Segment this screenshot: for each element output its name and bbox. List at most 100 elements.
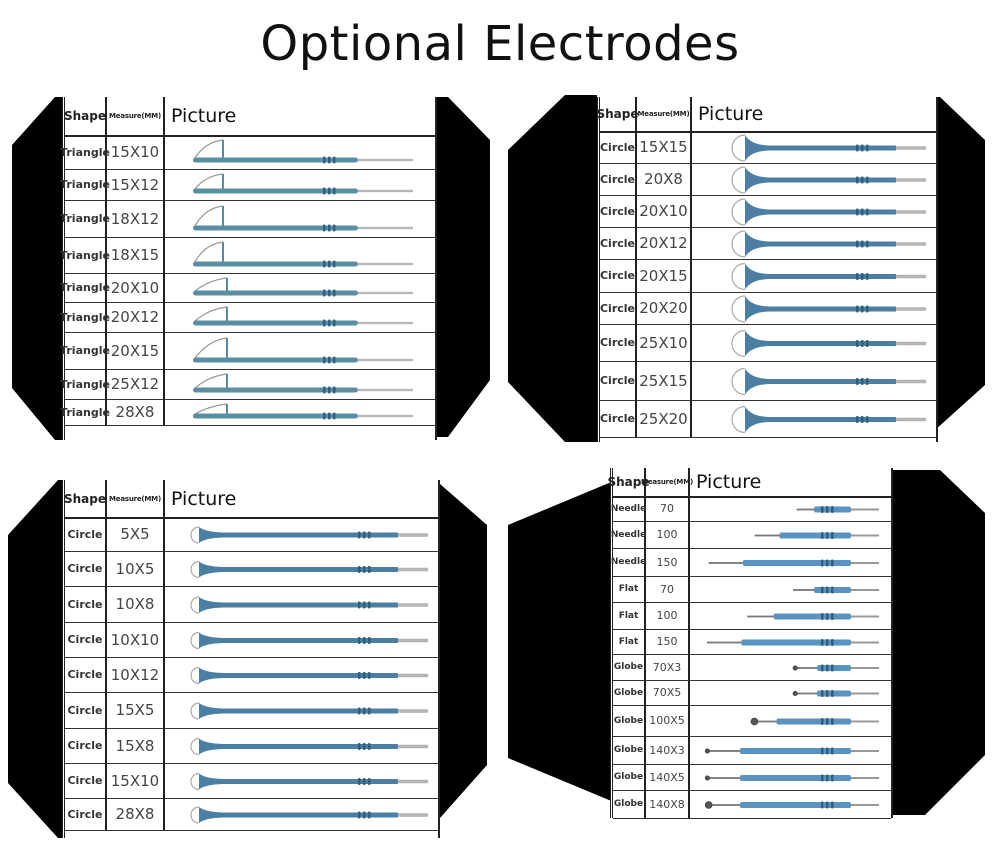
measure-cell: 140X5 xyxy=(646,764,690,790)
shape-cell: Triangle xyxy=(60,399,110,425)
circle-loop-electrode-icon xyxy=(165,622,434,657)
triangle-loop-electrode-icon xyxy=(165,135,431,169)
measure-cell: 70 xyxy=(646,496,690,521)
needle-flat-globe-electrodes-table: Shape Measure(MM) Picture Needle 70 Need… xyxy=(608,468,893,819)
header-measure: Measure(MM) xyxy=(107,480,165,517)
shape-cell: Globe xyxy=(613,680,646,705)
circle-loop-electrode-icon xyxy=(692,400,932,437)
circle-small-electrodes-table: Shape Measure(MM) Picture Circle 5X5 Cir… xyxy=(62,480,440,838)
measure-cell: 20X12 xyxy=(637,227,692,259)
header-picture: Picture xyxy=(171,105,237,127)
table-row: Circle 15X15 xyxy=(600,131,936,164)
needle-electrode-icon xyxy=(690,521,887,548)
measure-cell: 10X12 xyxy=(107,657,165,692)
table-row: Triangle 20X12 xyxy=(60,302,435,333)
measure-cell: 20X10 xyxy=(107,273,165,302)
header-measure: Measure(MM) xyxy=(641,468,693,496)
picture-cell xyxy=(165,169,435,200)
circle-loop-electrode-icon xyxy=(165,798,434,830)
flat-blade-electrode-icon xyxy=(690,602,887,629)
needle-electrode-icon xyxy=(690,548,887,576)
table-row: Flat 150 xyxy=(613,629,891,655)
shape-cell: Circle xyxy=(65,551,107,586)
picture-cell xyxy=(690,521,891,548)
triangle-loop-electrode-icon xyxy=(165,302,431,332)
shape-cell: Flat xyxy=(613,576,646,602)
picture-cell xyxy=(165,200,435,237)
shape-cell: Triangle xyxy=(60,273,110,302)
circle-loop-electrode-icon xyxy=(165,728,434,763)
picture-cell xyxy=(165,237,435,273)
measure-cell: 15X8 xyxy=(107,728,165,763)
picture-cell xyxy=(690,602,891,629)
triangle-loop-electrode-icon xyxy=(165,200,431,237)
shape-cell: Circle xyxy=(600,163,637,195)
table-row: Circle 5X5 xyxy=(65,517,438,552)
table-row: Needle 70 xyxy=(611,496,891,522)
table-row: Triangle 20X10 xyxy=(60,273,435,303)
header-shape: Shape xyxy=(64,97,107,135)
table-row: Triangle 15X10 xyxy=(60,135,435,170)
measure-cell: 15X10 xyxy=(107,763,165,798)
shape-cell: Triangle xyxy=(60,135,110,169)
picture-cell xyxy=(690,629,891,654)
shape-cell: Needle xyxy=(611,521,646,548)
table-row: Globe 70X3 xyxy=(613,654,891,681)
measure-cell: 100 xyxy=(646,521,690,548)
shape-cell: Flat xyxy=(613,602,646,629)
header-shape: Shape xyxy=(608,468,650,496)
globe-ball-electrode-icon xyxy=(690,654,887,680)
shape-cell: Circle xyxy=(65,657,107,692)
shape-cell: Circle xyxy=(600,361,637,400)
table-row: Globe 100X5 xyxy=(613,705,891,737)
globe-ball-electrode-icon xyxy=(690,764,887,790)
circle-loop-electrode-icon xyxy=(692,292,932,324)
measure-cell: 100 xyxy=(646,602,690,629)
picture-cell xyxy=(165,302,435,332)
shape-cell: Globe xyxy=(613,736,646,764)
measure-cell: 20X12 xyxy=(107,302,165,332)
picture-cell xyxy=(692,324,936,361)
shape-cell: Triangle xyxy=(60,237,110,273)
measure-cell: 20X8 xyxy=(637,163,692,195)
table-header: Shape Measure(MM) Picture xyxy=(64,480,438,519)
header-shape: Shape xyxy=(597,97,639,131)
shape-cell: Globe xyxy=(613,705,646,736)
measure-cell: 25X20 xyxy=(637,400,692,437)
circle-loop-electrode-icon xyxy=(165,692,434,728)
triangle-loop-electrode-icon xyxy=(165,369,431,399)
picture-cell xyxy=(165,369,435,399)
picture-cell xyxy=(692,292,936,324)
measure-cell: 15X10 xyxy=(107,135,165,169)
picture-cell xyxy=(692,361,936,400)
measure-cell: 100X5 xyxy=(646,705,690,736)
table-row: Circle 20X8 xyxy=(600,163,936,196)
measure-cell: 28X8 xyxy=(107,798,165,830)
triangle-electrodes-table: Shape Measure(MM) Picture Triangle 15X10… xyxy=(60,97,437,440)
header-picture: Picture xyxy=(171,487,237,510)
table-row: Flat 100 xyxy=(613,602,891,630)
picture-cell xyxy=(690,548,891,576)
measure-cell: 25X12 xyxy=(107,369,165,399)
shape-cell: Triangle xyxy=(60,369,110,399)
circle-loop-electrode-icon xyxy=(692,195,932,227)
table-header: Shape Measure(MM) Picture xyxy=(64,97,435,137)
shape-cell: Circle xyxy=(600,195,637,227)
picture-cell xyxy=(165,657,438,692)
shape-cell: Circle xyxy=(600,400,637,437)
measure-cell: 20X15 xyxy=(637,259,692,292)
table-row: Globe 140X3 xyxy=(613,736,891,765)
measure-cell: 150 xyxy=(646,629,690,654)
shape-cell: Globe xyxy=(613,764,646,790)
triangle-loop-electrode-icon xyxy=(165,237,431,273)
table-row: Circle 10X5 xyxy=(65,551,438,587)
table-header: Shape Measure(MM) Picture xyxy=(608,468,891,498)
picture-cell xyxy=(165,798,438,830)
picture-cell xyxy=(690,705,891,736)
picture-cell xyxy=(690,680,891,705)
shape-cell: Circle xyxy=(65,586,107,622)
table-row: Triangle 20X15 xyxy=(60,332,435,370)
table-row: Circle 15X10 xyxy=(65,763,438,799)
table-row: Globe 70X5 xyxy=(613,680,891,706)
picture-cell xyxy=(690,496,891,521)
